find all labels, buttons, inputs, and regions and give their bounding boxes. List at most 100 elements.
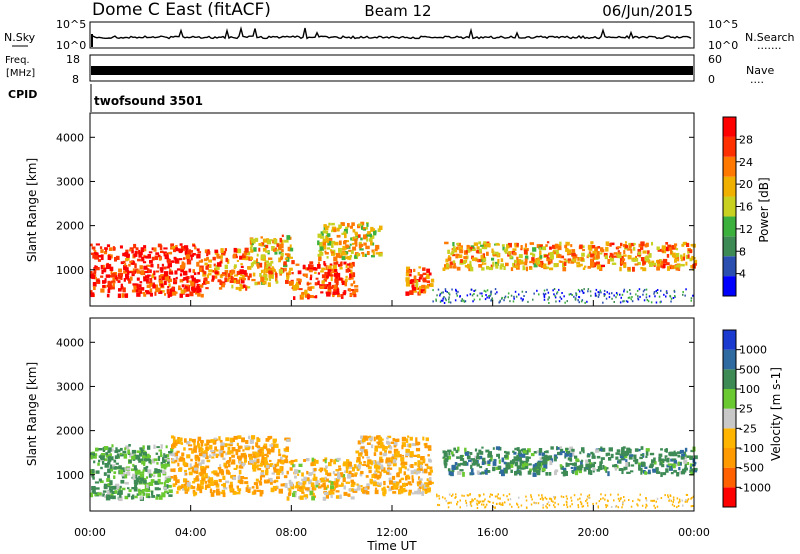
- heatmap-cell: [617, 246, 622, 249]
- heatmap-cell: [311, 496, 316, 501]
- heatmap-cell: [340, 294, 344, 298]
- heatmap-cell: [343, 261, 347, 265]
- heatmap-cell: [598, 291, 600, 294]
- heatmap-cell: [466, 494, 469, 497]
- heatmap-cell: [553, 456, 557, 462]
- heatmap-cell: [359, 248, 364, 251]
- heatmap-cell: [470, 459, 473, 464]
- heatmap-cell: [467, 246, 471, 250]
- heatmap-cell: [187, 485, 190, 491]
- heatmap-cell: [179, 249, 184, 253]
- heatmap-cell: [572, 462, 575, 466]
- heatmap-cell: [256, 438, 261, 443]
- heatmap-cell: [236, 248, 240, 254]
- heatmap-cell: [413, 268, 416, 272]
- heatmap-cell: [678, 466, 681, 471]
- heatmap-cell: [106, 478, 111, 482]
- heatmap-cell: [473, 293, 475, 295]
- heatmap-cell: [487, 453, 492, 458]
- heatmap-cell: [353, 280, 356, 284]
- heatmap-cell: [170, 247, 175, 250]
- heatmap-cell: [145, 465, 149, 469]
- heatmap-cell: [100, 288, 105, 293]
- heatmap-cell: [344, 278, 348, 282]
- heatmap-cell: [524, 464, 529, 469]
- heatmap-cell: [601, 264, 606, 268]
- heatmap-cell: [170, 468, 175, 472]
- heatmap-cell: [614, 467, 618, 471]
- heatmap-cell: [141, 460, 146, 465]
- heatmap-cell: [188, 448, 193, 451]
- heatmap-cell: [333, 271, 338, 277]
- heatmap-cell: [148, 269, 151, 273]
- heatmap-cell: [324, 263, 327, 267]
- heatmap-cell: [418, 266, 422, 269]
- heatmap-cell: [522, 298, 524, 301]
- heatmap-cell: [605, 246, 609, 252]
- heatmap-cell: [237, 449, 241, 453]
- heatmap-cell: [149, 260, 153, 264]
- heatmap-cell: [319, 480, 322, 483]
- heatmap-cell: [230, 475, 234, 479]
- heatmap-cell: [515, 295, 518, 298]
- heatmap-cell: [140, 247, 145, 253]
- heatmap-cell: [358, 234, 361, 238]
- heatmap-cell: [131, 456, 136, 460]
- heatmap-cell: [478, 495, 481, 498]
- heatmap-cell: [107, 459, 111, 465]
- heatmap-cell: [483, 244, 488, 250]
- heatmap-cell: [191, 286, 194, 291]
- y-tick-label: 4000: [56, 131, 84, 144]
- heatmap-cell: [601, 447, 606, 452]
- heatmap-cell: [317, 240, 320, 246]
- heatmap-cell: [314, 282, 318, 286]
- heatmap-cell: [252, 455, 257, 458]
- heatmap-cell: [97, 259, 102, 262]
- heatmap-cell: [153, 444, 156, 449]
- heatmap-cell: [664, 448, 668, 453]
- heatmap-cell: [521, 290, 524, 293]
- freq-label: Freq.: [5, 55, 30, 66]
- heatmap-cell: [625, 300, 628, 303]
- heatmap-cell: [268, 268, 271, 272]
- heatmap-cell: [428, 477, 432, 481]
- heatmap-cell: [507, 242, 512, 248]
- heatmap-cell: [336, 261, 339, 265]
- heatmap-cell: [448, 493, 451, 496]
- heatmap-cell: [238, 478, 243, 481]
- heatmap-cell: [111, 273, 116, 278]
- heatmap-cell: [608, 296, 611, 299]
- heatmap-cell: [276, 471, 280, 476]
- heatmap-cell: [558, 260, 562, 263]
- heatmap-cell: [330, 251, 334, 254]
- heatmap-cell: [457, 471, 462, 475]
- heatmap-cell: [199, 489, 203, 494]
- heatmap-cell: [289, 244, 292, 249]
- heatmap-cell: [533, 451, 538, 454]
- heatmap-cell: [647, 300, 650, 303]
- heatmap-cell: [628, 242, 632, 246]
- heatmap-cell: [342, 252, 347, 256]
- heatmap-cell: [349, 254, 353, 258]
- heatmap-cell: [505, 247, 509, 252]
- heatmap-cell: [435, 299, 437, 302]
- heatmap-cell: [426, 280, 431, 284]
- heatmap-cell: [466, 504, 468, 507]
- heatmap-cell: [669, 495, 672, 497]
- heatmap-cell: [233, 467, 238, 470]
- nsky-tick-bottom-right: 10^0: [708, 39, 738, 52]
- heatmap-cell: [242, 257, 247, 261]
- heatmap-cell: [611, 262, 617, 265]
- heatmap-cell: [555, 300, 557, 303]
- heatmap-cell: [530, 496, 533, 498]
- heatmap-cell: [446, 291, 448, 293]
- heatmap-cell: [513, 451, 517, 455]
- heatmap-cell: [617, 250, 620, 253]
- heatmap-cell: [364, 451, 369, 457]
- heatmap-cell: [247, 275, 250, 281]
- heatmap-cell: [124, 263, 127, 266]
- heatmap-cell: [505, 466, 509, 470]
- heatmap-cell: [597, 246, 601, 249]
- heatmap-cell: [245, 287, 248, 291]
- heatmap-cell: [616, 449, 621, 453]
